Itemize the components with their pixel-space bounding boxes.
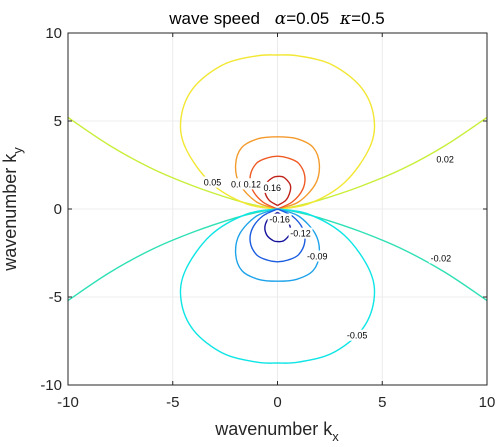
- contour-line-neg0p05: [179, 208, 376, 364]
- contour-label: -0.05: [347, 331, 368, 341]
- contour-label: 0.05: [204, 178, 222, 188]
- contour-label: 0.02: [436, 155, 454, 165]
- title-main: wave speed: [168, 9, 260, 28]
- contour-label-bg: [428, 252, 453, 264]
- x-axis-title: wavenumber kx: [214, 419, 339, 444]
- contour-label-bg: [267, 213, 292, 225]
- contour-line-0p12: [249, 155, 306, 210]
- contour-line-0p16: [264, 175, 292, 207]
- contour-label: 0.12: [244, 179, 262, 189]
- x-tick-label: 0: [273, 394, 281, 411]
- contour-label: -0.09: [307, 252, 328, 262]
- contour-lines: [67, 54, 488, 364]
- x-axis-title-main: wavenumber k: [214, 419, 333, 439]
- contour-labels: 0.02 0.05 0.090.12 0.16 -0.02 -0.05 -0.09 -0.12…: [200, 153, 458, 341]
- y-axis-title: wavenumber ky: [0, 147, 25, 272]
- contour-label: -0.12: [290, 229, 311, 239]
- y-tick-label: 10: [45, 25, 62, 42]
- y-axis-title-main: wavenumber k: [0, 153, 20, 272]
- x-tick-label: -10: [57, 394, 79, 411]
- y-axis-title-sub: y: [10, 147, 25, 154]
- contour-label-bg: [240, 178, 265, 190]
- contour-label-bg: [200, 176, 225, 188]
- contour-label-bg: [345, 329, 370, 341]
- contour-label: -0.02: [431, 253, 452, 263]
- y-tick-label: -5: [49, 289, 62, 306]
- x-axis-title-sub: x: [332, 429, 339, 444]
- title-param-2-value: =0.5: [351, 9, 385, 28]
- contour-label: 0.09: [231, 179, 249, 189]
- title-param-1-symbol: α: [275, 9, 287, 29]
- y-tick-label: 5: [54, 113, 62, 130]
- contour-line-0p05: [179, 54, 376, 210]
- contour-label-bg: [260, 181, 285, 193]
- x-tick-label: -5: [166, 394, 179, 411]
- y-tick-label: 0: [54, 201, 62, 218]
- contour-label-bg: [288, 227, 313, 239]
- chart-title: wave speed α=0.05 κ=0.5: [168, 9, 384, 29]
- contour-label: 0.16: [263, 183, 281, 193]
- contour-label-bg: [227, 178, 252, 190]
- title-param-1-value: =0.05: [286, 9, 329, 28]
- x-tick-label: 10: [479, 394, 496, 411]
- contour-line-neg0p09: [234, 208, 321, 282]
- x-tick-label: 5: [378, 394, 386, 411]
- contour-label-bg: [305, 250, 330, 262]
- title-param-2-symbol: κ: [339, 9, 351, 29]
- y-tick-label: -10: [40, 377, 62, 394]
- contour-label-bg: [433, 153, 458, 165]
- contour-label: -0.16: [269, 215, 290, 225]
- axis-ticks: -10 -5 0 5 10 -10 -5 0 5 10: [40, 25, 495, 411]
